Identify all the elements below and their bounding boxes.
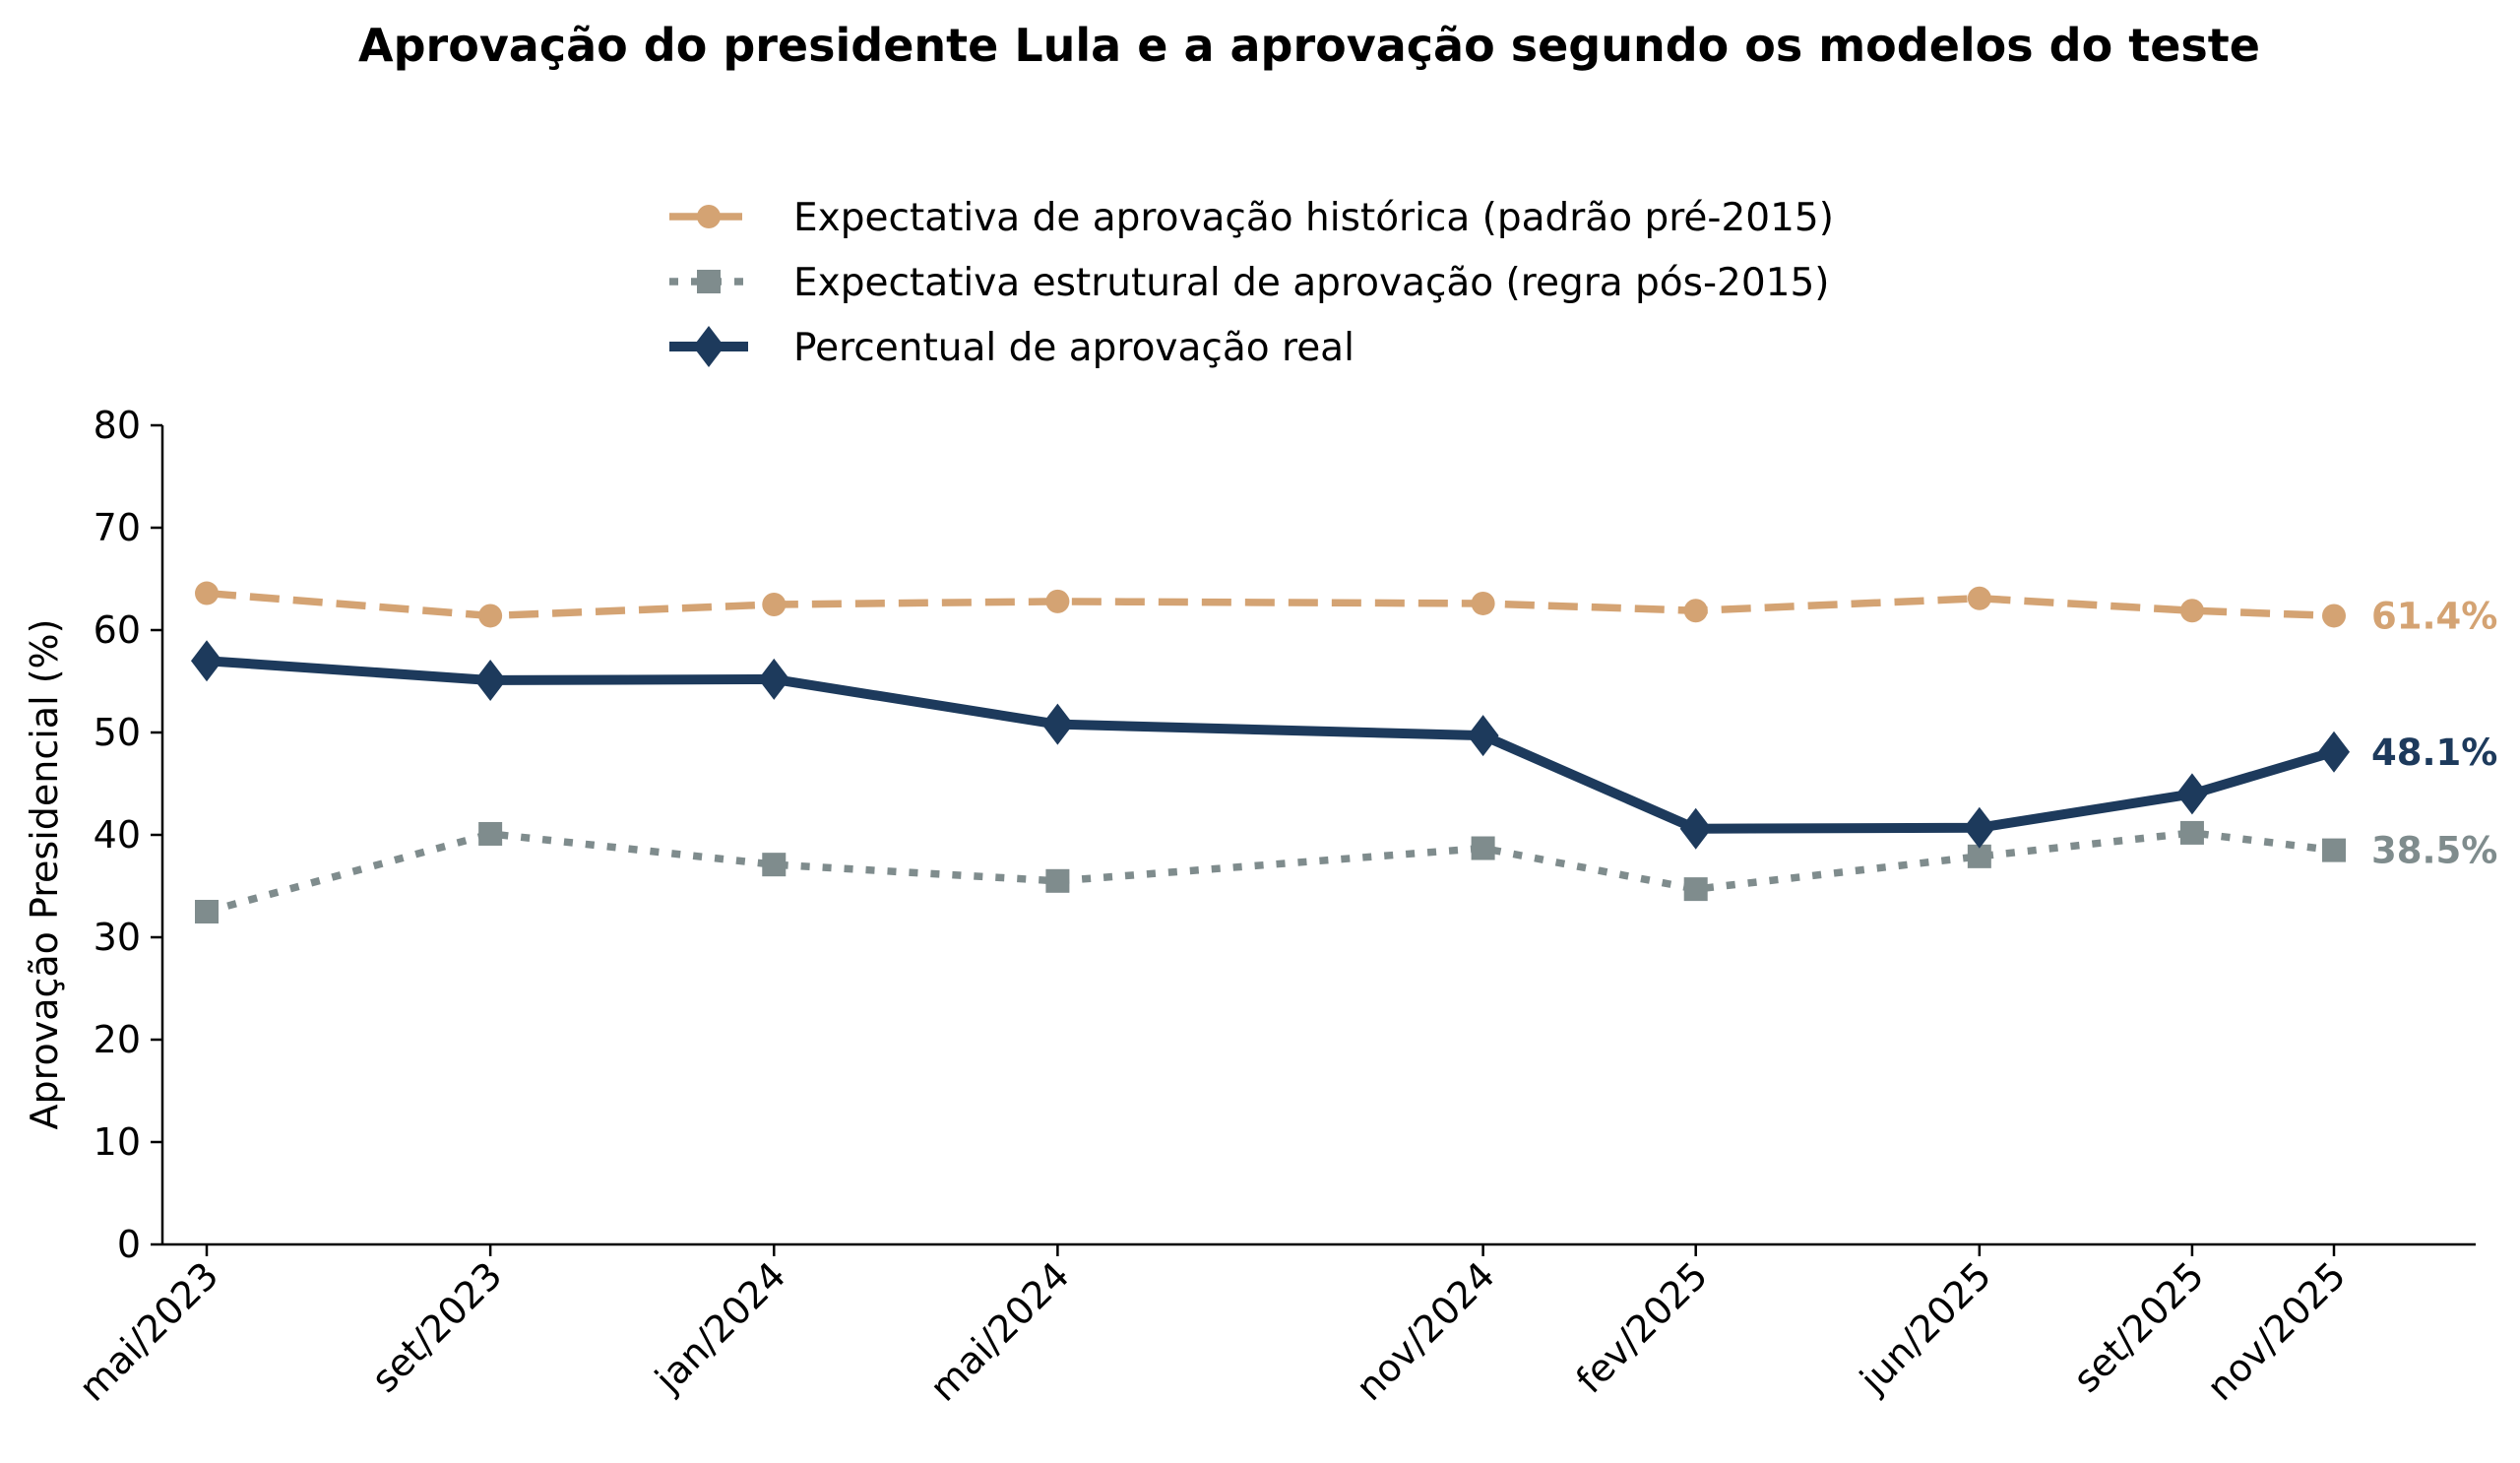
data-point-estrutural (195, 900, 219, 923)
x-tick-label: set/2023 (363, 1253, 511, 1401)
legend-item-real: Percentual de aprovação real (669, 326, 1354, 370)
x-tick-label: mai/2023 (71, 1253, 227, 1410)
data-point-historica (1045, 589, 1070, 613)
legend-label-historica: Expectativa de aprovação histórica (padr… (793, 196, 1834, 240)
y-tick-label: 30 (94, 916, 141, 959)
data-point-real (2318, 731, 2350, 773)
data-point-historica (478, 604, 503, 628)
data-point-estrutural (2322, 838, 2346, 862)
data-point-historica (2322, 604, 2346, 628)
x-tick-label: jun/2025 (1851, 1253, 1999, 1402)
x-tick-label: mai/2024 (921, 1253, 1078, 1410)
series-layer: 61.4% 38.5% 48.1% (191, 581, 2497, 923)
data-point-real (1679, 807, 1712, 850)
x-tick-label: nov/2024 (1348, 1253, 1503, 1409)
y-tick-label: 50 (94, 711, 141, 754)
data-point-historica (1967, 586, 1991, 610)
y-tick-label: 0 (117, 1223, 141, 1266)
legend-item-historica: Expectativa de aprovação histórica (padr… (669, 196, 1834, 240)
legend-marker-real (693, 326, 724, 367)
chart-title: Aprovação do presidente Lula e a aprovaç… (358, 19, 2260, 72)
x-tick-label: jan/2024 (646, 1253, 793, 1401)
legend-label-estrutural: Expectativa estrutural de aprovação (reg… (793, 261, 1830, 305)
data-point-real (758, 658, 790, 700)
series-line-real (206, 656, 2336, 834)
series-line-estrutural (206, 829, 2335, 916)
series-estrutural: 38.5% (195, 820, 2497, 923)
legend-marker-historica (697, 205, 721, 228)
y-ticks: 0 10 20 30 40 50 60 70 80 (94, 404, 162, 1266)
series-historica: 61.4% (195, 581, 2497, 637)
data-point-estrutural (1967, 844, 1991, 868)
y-tick-label: 20 (94, 1018, 141, 1061)
y-tick-label: 80 (94, 404, 141, 447)
axes: 0 10 20 30 40 50 60 70 80 mai/2023 set/2023 jan/20… (23, 404, 2476, 1410)
end-value-label-historica: 61.4% (2371, 595, 2497, 637)
data-point-estrutural (2179, 820, 2204, 845)
data-point-estrutural (1471, 836, 1495, 860)
data-point-estrutural (478, 821, 503, 846)
series-real: 48.1% (191, 640, 2497, 850)
legend: Expectativa de aprovação histórica (padr… (669, 196, 1834, 370)
y-tick-label: 60 (94, 608, 141, 652)
data-point-real (474, 659, 507, 701)
data-point-real (191, 640, 222, 682)
y-tick-label: 10 (94, 1120, 141, 1164)
y-axis-label: Aprovação Presidencial (%) (23, 619, 66, 1130)
data-point-real (1467, 715, 1499, 757)
legend-label-real: Percentual de aprovação real (793, 326, 1354, 370)
data-point-real (1041, 703, 1074, 745)
y-tick-label: 40 (94, 813, 141, 857)
legend-item-estrutural: Expectativa estrutural de aprovação (reg… (669, 261, 1830, 305)
data-point-estrutural (1683, 877, 1708, 902)
data-point-historica (195, 581, 219, 605)
data-point-historica (1471, 591, 1495, 615)
series-line-historica (206, 589, 2335, 620)
x-ticks: mai/2023 set/2023 jan/2024 mai/2024 nov/2024… (71, 1244, 2354, 1410)
end-value-label-estrutural: 38.5% (2371, 830, 2497, 872)
data-point-historica (1683, 599, 1708, 623)
end-value-label-real: 48.1% (2371, 732, 2497, 774)
data-point-historica (762, 593, 787, 616)
y-tick-label: 70 (94, 506, 141, 549)
data-point-estrutural (762, 853, 787, 877)
x-tick-label: set/2025 (2065, 1253, 2213, 1401)
x-tick-label: fev/2025 (1568, 1253, 1716, 1401)
legend-marker-estrutural (697, 270, 721, 293)
data-point-real (2175, 773, 2208, 815)
data-point-real (1963, 806, 1995, 849)
x-tick-label: nov/2025 (2198, 1253, 2354, 1409)
data-point-historica (2179, 599, 2204, 623)
data-point-estrutural (1045, 868, 1070, 893)
